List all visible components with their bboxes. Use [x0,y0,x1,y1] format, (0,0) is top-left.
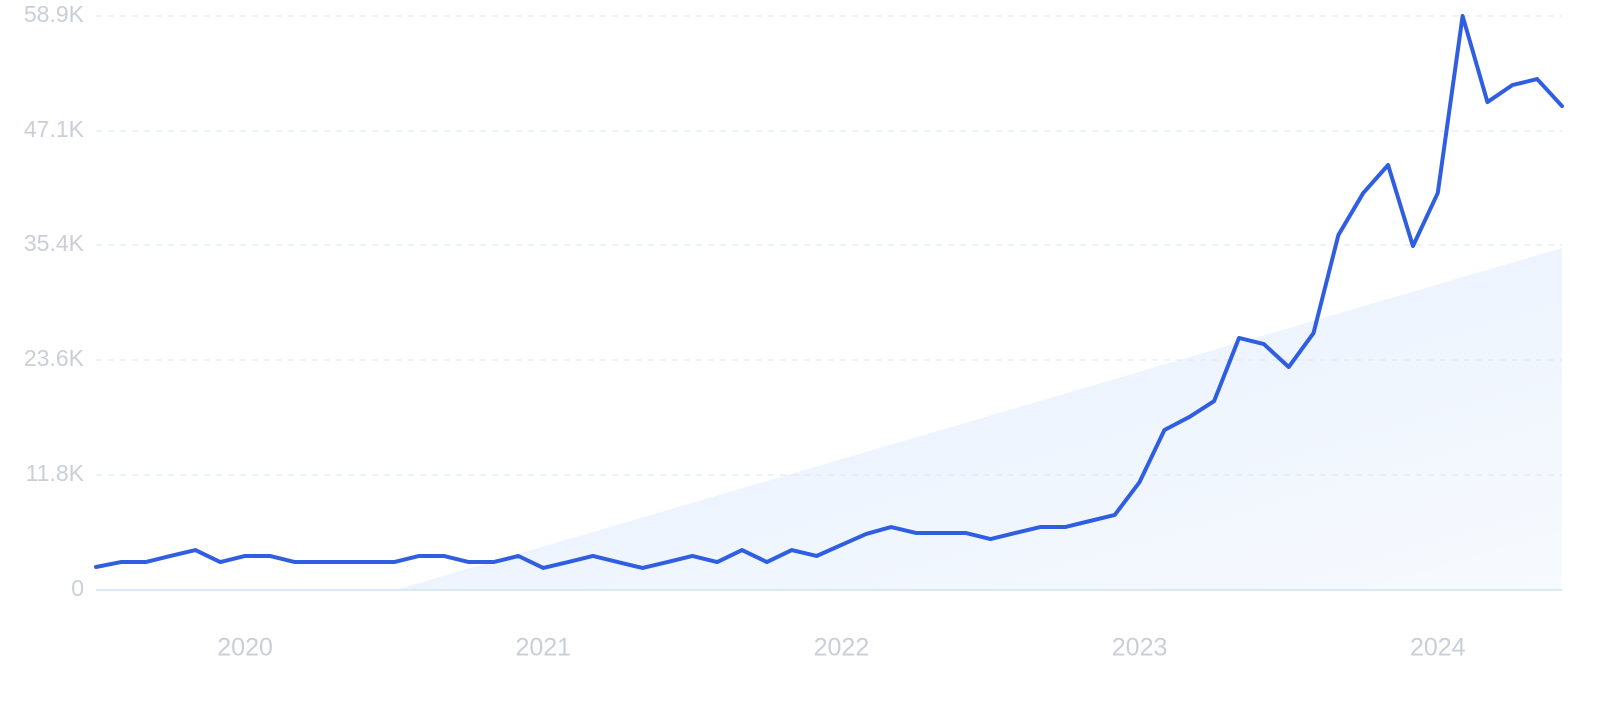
trend-area [395,248,1562,590]
y-tick-label: 58.9K [24,1,85,27]
x-tick-label: 2023 [1112,634,1168,662]
y-tick-label: 23.6K [24,345,85,371]
y-tick-label: 47.1K [24,116,85,142]
x-tick-label: 2020 [217,634,273,662]
x-tick-label: 2024 [1410,634,1466,662]
trend-line [94,14,1564,570]
y-tick-label: 11.8K [26,460,85,486]
x-tick-label: 2021 [515,634,571,662]
y-tick-label: 0 [71,575,84,601]
x-tick-label: 2022 [814,634,870,662]
y-tick-label: 35.4K [24,230,85,256]
